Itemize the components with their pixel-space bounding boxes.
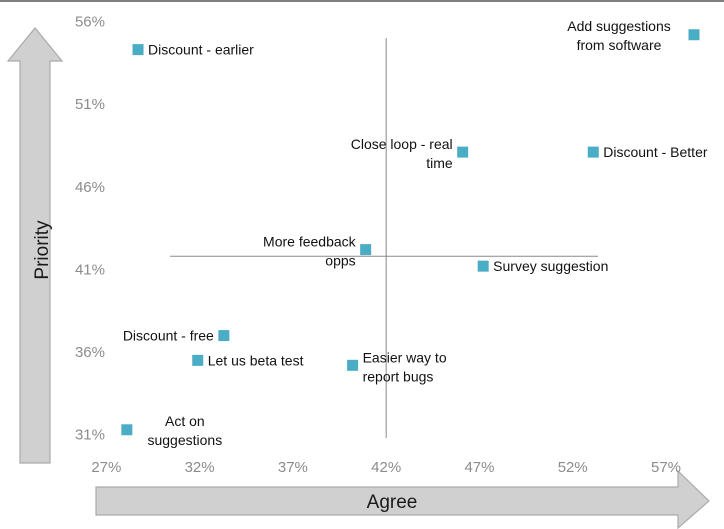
- data-point-marker: [360, 244, 372, 256]
- y-tick-labels: 56% 51% 46% 41% 36% 31%: [75, 14, 105, 444]
- y-tick-label: 46%: [75, 179, 105, 196]
- data-point-marker: [688, 29, 700, 41]
- data-point-marker: [347, 359, 359, 371]
- data-point-label: Add suggestions from software: [567, 18, 671, 53]
- y-tick-label: 31%: [75, 427, 105, 444]
- data-point-marker: [121, 424, 133, 436]
- data-point-marker: [218, 330, 230, 342]
- agree-axis-arrow: [95, 469, 710, 529]
- data-point-label: Close loop - real time: [351, 136, 453, 171]
- x-tick-label: 27%: [91, 459, 121, 476]
- data-point-label: Discount - Better: [603, 144, 708, 160]
- data-point-marker: [132, 44, 144, 56]
- y-tick-label: 56%: [75, 14, 105, 31]
- y-tick-label: 41%: [75, 261, 105, 278]
- data-point-label: Easier way to report bugs: [363, 349, 447, 384]
- data-point-marker: [192, 354, 204, 366]
- data-point-label: More feedback opps: [263, 234, 357, 269]
- y-axis-title: Priority: [32, 220, 53, 280]
- priority-axis-arrow: [6, 27, 64, 464]
- data-point-label: Act on suggestions: [147, 413, 222, 448]
- x-tick-label: 47%: [464, 459, 494, 476]
- x-tick-labels: 27% 32% 37% 42% 47% 52% 57%: [91, 459, 681, 476]
- data-point-marker: [477, 260, 489, 272]
- data-point-label: Let us beta test: [208, 352, 304, 368]
- x-tick-label: 32%: [185, 459, 215, 476]
- x-tick-label: 42%: [371, 459, 401, 476]
- x-tick-label: 52%: [558, 459, 588, 476]
- data-point-marker: [587, 146, 599, 158]
- x-tick-label: 37%: [278, 459, 308, 476]
- data-points: Discount - earlier Add suggestions from so…: [121, 18, 708, 448]
- data-point-label: Survey suggestion: [493, 258, 608, 274]
- data-point-label: Discount - earlier: [148, 42, 254, 58]
- data-point-label: Discount - free: [123, 328, 214, 344]
- data-point-marker: [457, 146, 469, 158]
- y-tick-label: 51%: [75, 96, 105, 113]
- x-tick-label: 57%: [651, 459, 681, 476]
- x-axis-title: Agree: [367, 492, 418, 513]
- y-tick-label: 36%: [75, 344, 105, 361]
